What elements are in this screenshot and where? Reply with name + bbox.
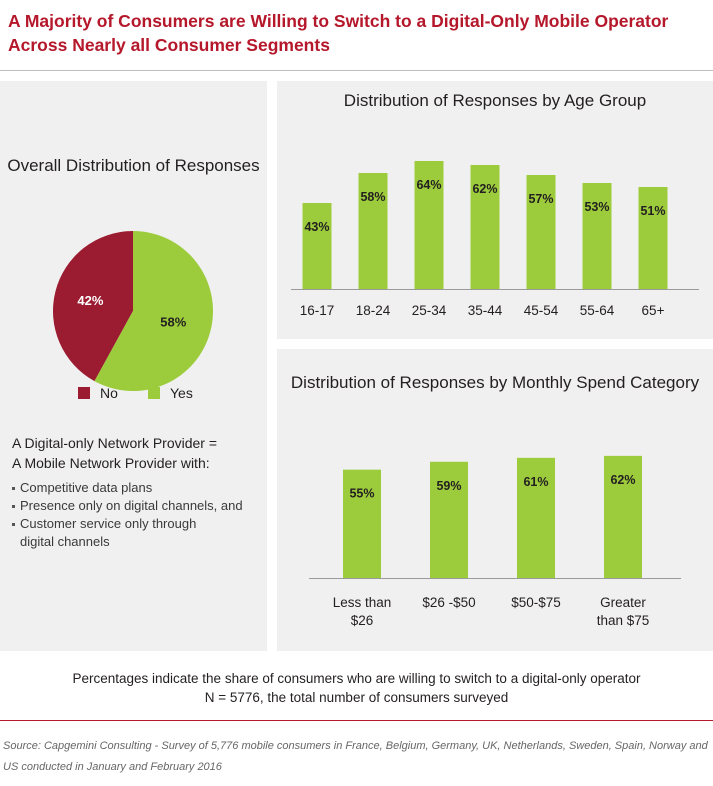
legend-item-yes: Yes <box>148 385 193 401</box>
footnote-line-2: N = 5776, the total number of consumers … <box>204 690 509 705</box>
legend-item-no: No <box>78 385 118 401</box>
pie-legend: No Yes <box>0 385 267 405</box>
category-tick-label: 45-54 <box>524 303 559 318</box>
bar-value-label: 57% <box>528 192 553 206</box>
bar <box>582 183 612 289</box>
bar <box>470 165 500 289</box>
pie-chart: 42% 58% <box>53 231 213 391</box>
bar <box>604 455 642 578</box>
age-group-panel: Distribution of Responses by Age Group 4… <box>277 81 713 339</box>
bar <box>358 173 388 289</box>
category-tick-label: than $75 <box>597 613 650 628</box>
category-tick-label: 55-64 <box>580 303 615 318</box>
definition-list: Competitive data plans Presence only on … <box>12 479 262 551</box>
category-tick-label: Greater <box>600 595 646 610</box>
bar <box>517 457 555 578</box>
category-tick-label: 65+ <box>642 303 665 318</box>
bar <box>414 161 444 289</box>
category-tick-label: 35-44 <box>468 303 503 318</box>
bar-value-label: 61% <box>523 475 548 489</box>
bar-value-label: 53% <box>584 200 609 214</box>
bar-value-label: 58% <box>360 190 385 204</box>
overall-panel: Overall Distribution of Responses 42% 58%… <box>0 81 267 651</box>
pie-slice-no <box>53 231 134 382</box>
footnote-line-1: Percentages indicate the share of consum… <box>72 671 641 686</box>
age-chart-title: Distribution of Responses by Age Group <box>343 91 647 110</box>
spend-panel: Distribution of Responses by Monthly Spe… <box>277 349 713 651</box>
bar <box>430 461 468 578</box>
bar-value-label: 51% <box>640 204 665 218</box>
definition-item: Customer service only through digital ch… <box>12 515 222 551</box>
bar-value-label: 64% <box>416 178 441 192</box>
bar <box>638 187 668 289</box>
bar-value-label: 62% <box>610 473 635 487</box>
category-tick-label: $26 -$50 <box>422 595 475 610</box>
legend-label-no: No <box>100 385 118 401</box>
pie-chart-title: Overall Distribution of Responses <box>7 156 260 175</box>
category-tick-label: 18-24 <box>356 303 391 318</box>
pie-value-label: 58% <box>160 314 186 329</box>
source-divider <box>0 720 713 721</box>
category-tick-label: $26 <box>351 613 374 628</box>
definition-item: Competitive data plans <box>12 479 262 497</box>
category-tick-label: Less than <box>333 595 392 610</box>
source-note: Source: Capgemini Consulting - Survey of… <box>3 740 708 773</box>
bar-value-label: 62% <box>472 182 497 196</box>
spend-chart-title: Distribution of Responses by Monthly Spe… <box>290 373 700 392</box>
age-bar-chart: 43% 16-17 58% 18-24 64% 25-34 62% 35-44 57% 45-54… <box>291 161 699 318</box>
category-tick-label: $50-$75 <box>511 595 561 610</box>
definition-item: Presence only on digital channels, and <box>12 497 262 515</box>
pie-slice-yes <box>94 231 213 391</box>
category-tick-label: 25-34 <box>412 303 447 318</box>
category-tick-label: 16-17 <box>300 303 335 318</box>
definition-heading-2: A Mobile Network Provider with: <box>12 455 210 471</box>
legend-swatch-no <box>78 387 90 399</box>
title-divider <box>0 70 713 71</box>
bar-value-label: 43% <box>304 220 329 234</box>
pie-value-label: 42% <box>77 293 103 308</box>
bar-value-label: 55% <box>349 487 374 501</box>
bar-value-label: 59% <box>436 479 461 493</box>
bar <box>302 203 332 289</box>
footnote: Percentages indicate the share of consum… <box>0 669 713 707</box>
definition-box: A Digital-only Network Provider = A Mobi… <box>12 433 262 551</box>
definition-heading-1: A Digital-only Network Provider = <box>12 435 218 451</box>
legend-swatch-yes <box>148 387 160 399</box>
spend-bar-chart: 55% Less than $26 59% $26 -$50 61% $50-$75 62% G… <box>309 455 681 628</box>
bar <box>343 469 381 578</box>
legend-label-yes: Yes <box>170 385 193 401</box>
page-title: A Majority of Consumers are Willing to S… <box>8 11 669 55</box>
bar <box>526 175 556 289</box>
